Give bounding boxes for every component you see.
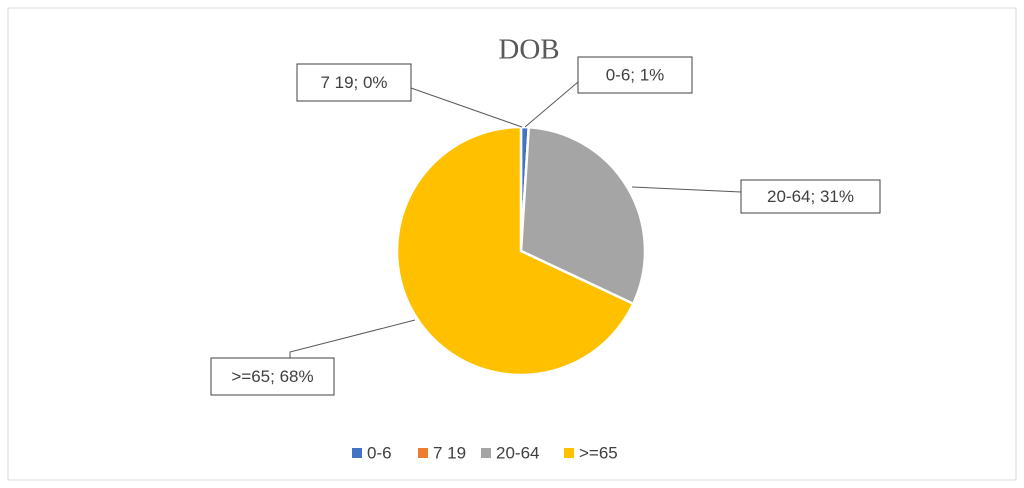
data-label: 7 19; 0% — [320, 73, 387, 92]
data-label-box — [577, 56, 693, 94]
data-label-box — [210, 357, 335, 396]
legend-swatch — [418, 448, 428, 458]
leader-line — [289, 319, 416, 358]
legend-label: 20-64 — [496, 443, 539, 462]
pie-slice — [395, 125, 635, 377]
data-label-box — [740, 179, 881, 214]
data-label-box — [296, 63, 412, 102]
legend-swatch — [564, 448, 574, 458]
leader-line — [410, 87, 523, 128]
data-label: >=65; 68% — [231, 367, 313, 386]
data-label: 20-64; 31% — [767, 187, 854, 206]
legend-label: 0-6 — [367, 443, 392, 462]
legend-label: 7 19 — [433, 443, 466, 462]
legend-swatch — [481, 448, 491, 458]
leader-line — [524, 81, 579, 128]
leader-line — [631, 186, 742, 193]
pie-slice — [519, 125, 647, 306]
chart-title: DOB — [498, 34, 559, 66]
legend-label: >=65 — [579, 443, 618, 462]
data-label: 0-6; 1% — [606, 65, 665, 84]
legend-swatch — [352, 448, 362, 458]
